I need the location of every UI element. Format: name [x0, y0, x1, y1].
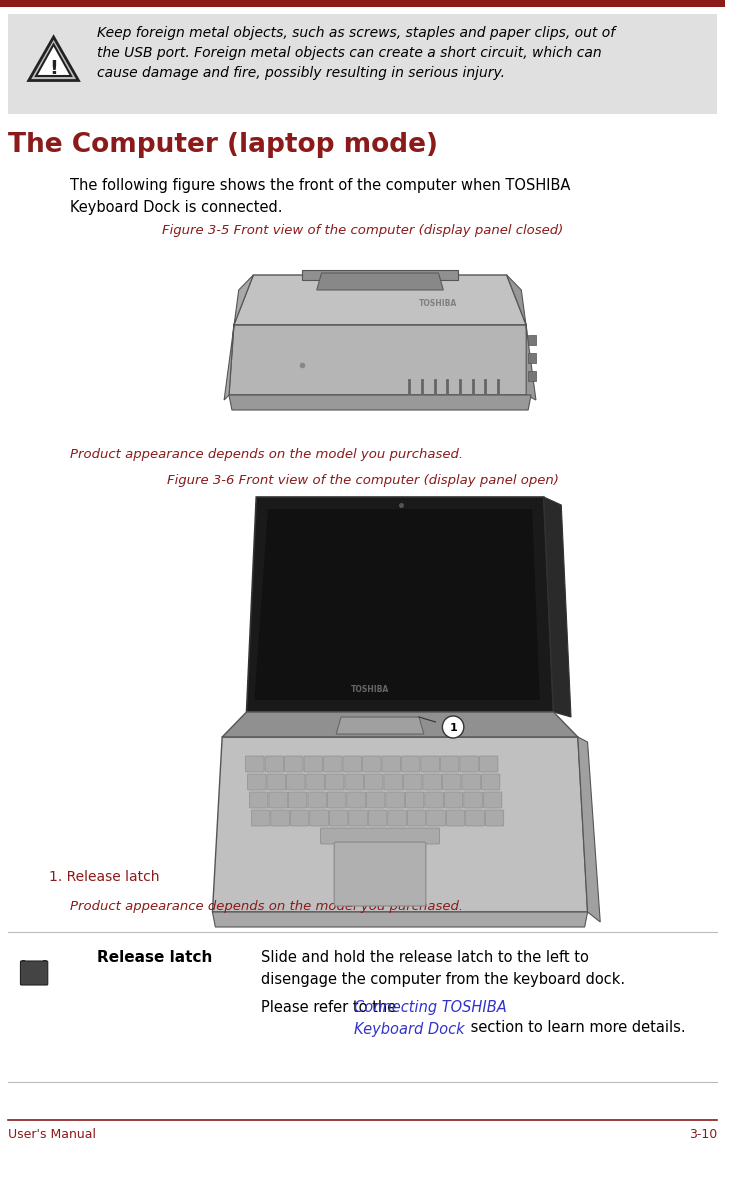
Text: TOSHIBA: TOSHIBA	[420, 298, 458, 308]
Text: Figure 3-6 Front view of the computer (display panel open): Figure 3-6 Front view of the computer (d…	[167, 474, 559, 487]
Polygon shape	[229, 395, 531, 410]
FancyBboxPatch shape	[286, 773, 305, 790]
Polygon shape	[336, 717, 424, 735]
Polygon shape	[36, 45, 71, 75]
FancyBboxPatch shape	[407, 810, 426, 826]
FancyBboxPatch shape	[484, 792, 502, 808]
FancyBboxPatch shape	[345, 773, 364, 790]
FancyBboxPatch shape	[251, 810, 270, 826]
Text: Figure 3-5 Front view of the computer (display panel closed): Figure 3-5 Front view of the computer (d…	[162, 224, 563, 237]
FancyBboxPatch shape	[464, 792, 482, 808]
Text: section to learn more details.: section to learn more details.	[466, 1020, 685, 1035]
FancyBboxPatch shape	[403, 773, 422, 790]
Polygon shape	[578, 737, 600, 922]
Text: Product appearance depends on the model you purchased.: Product appearance depends on the model …	[70, 448, 464, 461]
FancyBboxPatch shape	[330, 810, 348, 826]
FancyBboxPatch shape	[308, 792, 327, 808]
FancyBboxPatch shape	[290, 810, 309, 826]
FancyBboxPatch shape	[405, 792, 424, 808]
FancyBboxPatch shape	[269, 792, 287, 808]
FancyBboxPatch shape	[462, 773, 481, 790]
Text: Connecting TOSHIBA
Keyboard Dock: Connecting TOSHIBA Keyboard Dock	[353, 1000, 507, 1038]
FancyBboxPatch shape	[446, 810, 465, 826]
Polygon shape	[544, 498, 571, 717]
Polygon shape	[317, 274, 443, 290]
FancyBboxPatch shape	[248, 773, 266, 790]
Text: 1. Release latch: 1. Release latch	[48, 870, 159, 884]
Polygon shape	[213, 737, 588, 913]
FancyBboxPatch shape	[324, 756, 342, 772]
Text: The following figure shows the front of the computer when TOSHIBA
Keyboard Dock : The following figure shows the front of …	[70, 178, 571, 216]
Polygon shape	[254, 509, 540, 700]
Polygon shape	[246, 498, 554, 712]
FancyBboxPatch shape	[349, 810, 368, 826]
Circle shape	[443, 716, 464, 738]
FancyBboxPatch shape	[368, 810, 387, 826]
FancyBboxPatch shape	[402, 756, 420, 772]
Polygon shape	[302, 270, 458, 279]
FancyBboxPatch shape	[427, 810, 446, 826]
Text: !: !	[49, 59, 58, 78]
FancyBboxPatch shape	[327, 792, 346, 808]
Bar	[0, 0, 725, 7]
FancyBboxPatch shape	[306, 773, 324, 790]
FancyBboxPatch shape	[382, 756, 400, 772]
FancyBboxPatch shape	[386, 792, 405, 808]
Polygon shape	[224, 275, 254, 400]
Bar	[528, 371, 536, 381]
FancyBboxPatch shape	[366, 792, 385, 808]
Text: User's Manual: User's Manual	[7, 1128, 96, 1141]
FancyBboxPatch shape	[440, 756, 459, 772]
Bar	[528, 353, 536, 363]
FancyBboxPatch shape	[343, 756, 362, 772]
FancyBboxPatch shape	[284, 756, 303, 772]
Polygon shape	[29, 37, 78, 80]
FancyBboxPatch shape	[321, 828, 440, 844]
FancyBboxPatch shape	[444, 792, 463, 808]
FancyBboxPatch shape	[479, 756, 498, 772]
Bar	[7, 14, 717, 114]
FancyBboxPatch shape	[310, 810, 328, 826]
FancyBboxPatch shape	[271, 810, 289, 826]
FancyBboxPatch shape	[304, 756, 323, 772]
Text: 1: 1	[449, 723, 457, 733]
FancyBboxPatch shape	[289, 792, 307, 808]
Text: Product appearance depends on the model you purchased.: Product appearance depends on the model …	[70, 900, 464, 913]
FancyBboxPatch shape	[362, 756, 381, 772]
FancyBboxPatch shape	[21, 961, 48, 984]
Text: Release latch: Release latch	[97, 950, 213, 964]
FancyBboxPatch shape	[460, 756, 478, 772]
FancyBboxPatch shape	[365, 773, 383, 790]
FancyBboxPatch shape	[466, 810, 484, 826]
FancyBboxPatch shape	[384, 773, 403, 790]
Text: Slide and hold the release latch to the left to
disengage the computer from the : Slide and hold the release latch to the …	[261, 950, 625, 987]
Polygon shape	[234, 275, 526, 325]
FancyBboxPatch shape	[443, 773, 461, 790]
FancyBboxPatch shape	[485, 810, 504, 826]
Text: The Computer (laptop mode): The Computer (laptop mode)	[7, 132, 437, 158]
FancyBboxPatch shape	[325, 773, 344, 790]
FancyBboxPatch shape	[347, 792, 365, 808]
FancyBboxPatch shape	[267, 773, 286, 790]
FancyBboxPatch shape	[388, 810, 406, 826]
Polygon shape	[507, 275, 536, 400]
Text: TOSHIBA: TOSHIBA	[351, 685, 389, 694]
FancyBboxPatch shape	[334, 842, 426, 905]
FancyBboxPatch shape	[421, 756, 440, 772]
FancyBboxPatch shape	[423, 773, 441, 790]
Polygon shape	[222, 712, 578, 737]
Polygon shape	[229, 325, 531, 395]
Polygon shape	[213, 913, 588, 927]
FancyBboxPatch shape	[481, 773, 500, 790]
FancyBboxPatch shape	[265, 756, 283, 772]
Bar	[528, 335, 536, 345]
FancyBboxPatch shape	[246, 756, 264, 772]
Text: 3-10: 3-10	[689, 1128, 717, 1141]
Text: Keep foreign metal objects, such as screws, staples and paper clips, out of
the : Keep foreign metal objects, such as scre…	[97, 26, 615, 80]
Text: Please refer to the: Please refer to the	[261, 1000, 401, 1015]
FancyBboxPatch shape	[425, 792, 443, 808]
FancyBboxPatch shape	[249, 792, 268, 808]
